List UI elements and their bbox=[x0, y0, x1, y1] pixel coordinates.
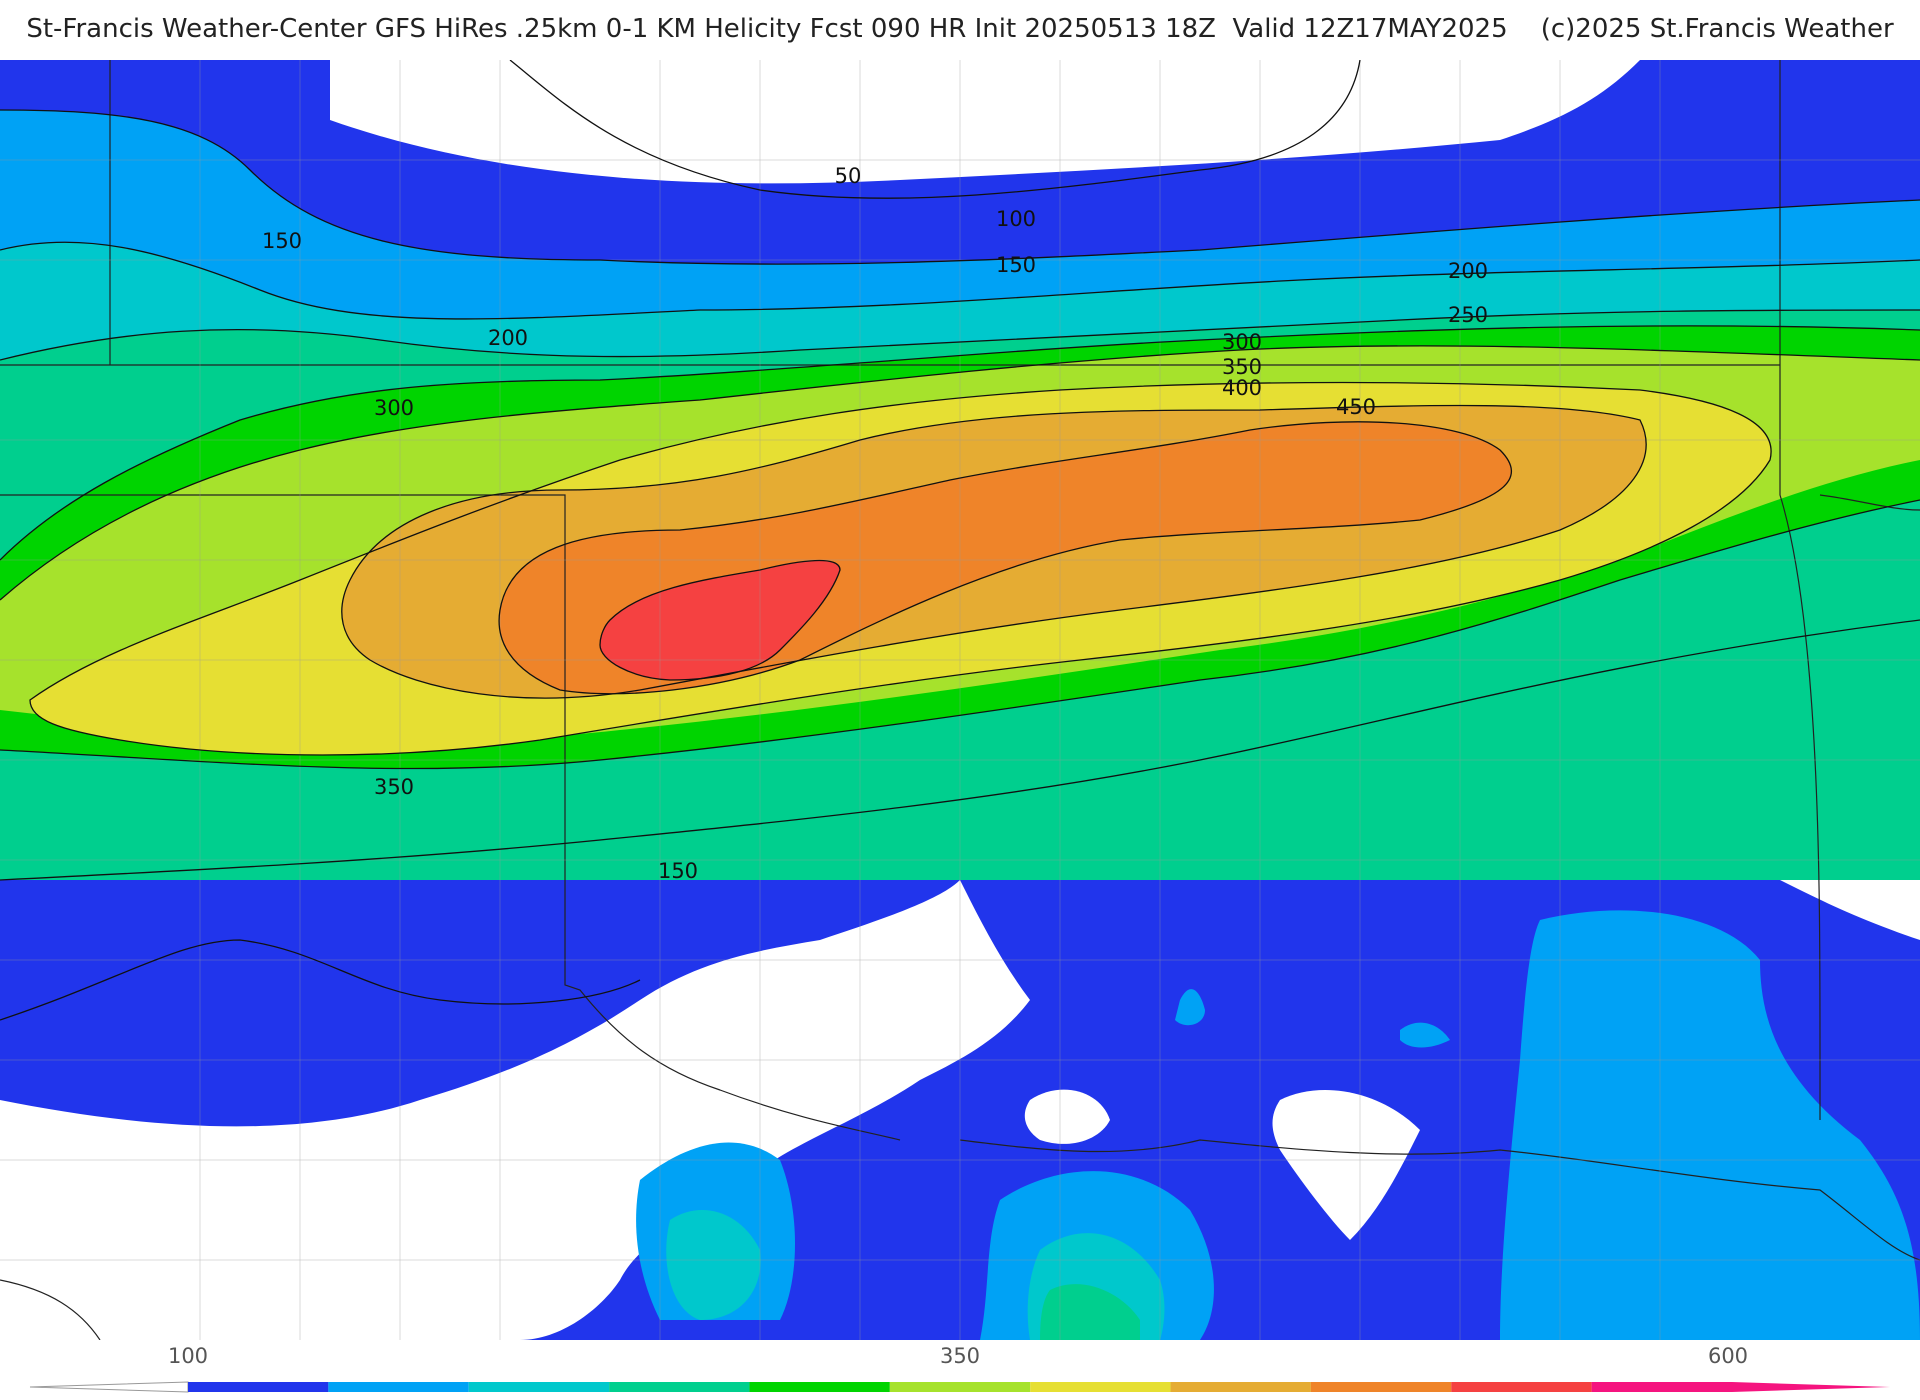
white-south-island-2 bbox=[1272, 1090, 1420, 1240]
band-100-150-southeast bbox=[1500, 910, 1920, 1340]
band-150-200-south-central bbox=[666, 1210, 761, 1320]
colorbar-segment bbox=[1030, 1382, 1171, 1392]
colorbar-mid-label: 350 bbox=[939, 1344, 981, 1368]
colorbar-segment bbox=[1170, 1382, 1311, 1392]
colorbar-segment bbox=[188, 1382, 329, 1392]
contour-label: 200 bbox=[1448, 259, 1488, 283]
colorbar-segment bbox=[889, 1382, 1031, 1392]
contour-label: 250 bbox=[1448, 303, 1488, 327]
band-200-250-south bbox=[1040, 1284, 1140, 1340]
contour-label: 50 bbox=[835, 164, 862, 188]
colorbar-max-label: 600 bbox=[1707, 1344, 1749, 1368]
contour-label: 300 bbox=[374, 396, 414, 420]
colorbar-segment bbox=[609, 1382, 750, 1392]
colorbar-high-extend bbox=[1732, 1382, 1890, 1392]
band-100-150-north bbox=[0, 110, 1920, 320]
colorbar-segment bbox=[328, 1382, 469, 1392]
contour-label: 450 bbox=[1336, 395, 1376, 419]
band-100-150-small-1 bbox=[1175, 989, 1205, 1026]
band-100-150-small-2 bbox=[1400, 1022, 1450, 1048]
colorbar-segment bbox=[468, 1382, 610, 1392]
colorbar: 100 350 600 bbox=[0, 1340, 1920, 1400]
colorbar-segment bbox=[1451, 1382, 1592, 1392]
contour-label: 150 bbox=[996, 253, 1036, 277]
county-lines bbox=[0, 60, 1920, 1340]
helicity-map-svg: 50 100 150 150 200 200 250 300 350 400 4… bbox=[0, 60, 1920, 1340]
colorbar-svg bbox=[29, 1381, 1890, 1393]
contour-label-group: 50 100 150 150 200 200 250 300 350 400 4… bbox=[262, 164, 1488, 883]
colorbar-segments bbox=[188, 1382, 1732, 1392]
title-bar: St-Francis Weather-Center GFS HiRes .25k… bbox=[0, 0, 1920, 60]
helicity-map: 50 100 150 150 200 200 250 300 350 400 4… bbox=[0, 60, 1920, 1340]
contour-label: 200 bbox=[488, 326, 528, 350]
contour-label: 350 bbox=[1222, 355, 1262, 379]
colorbar-segment bbox=[1310, 1382, 1452, 1392]
white-north-region bbox=[330, 60, 1640, 184]
contour-label: 400 bbox=[1222, 376, 1262, 400]
white-south-island-1 bbox=[1024, 1089, 1110, 1144]
colorbar-segment bbox=[1591, 1382, 1732, 1392]
colorbar-min-label: 100 bbox=[167, 1344, 209, 1368]
contour-label: 150 bbox=[658, 859, 698, 883]
contour-lines bbox=[0, 60, 1920, 1021]
colorbar-low-extend bbox=[29, 1381, 189, 1393]
contour-label: 350 bbox=[374, 775, 414, 799]
contour-label: 100 bbox=[996, 207, 1036, 231]
map-title: St-Francis Weather-Center GFS HiRes .25k… bbox=[26, 14, 1894, 44]
colorbar-segment bbox=[749, 1382, 890, 1392]
contour-label: 300 bbox=[1222, 330, 1262, 354]
contour-label: 150 bbox=[262, 229, 302, 253]
white-southwest-region bbox=[0, 880, 1030, 1340]
